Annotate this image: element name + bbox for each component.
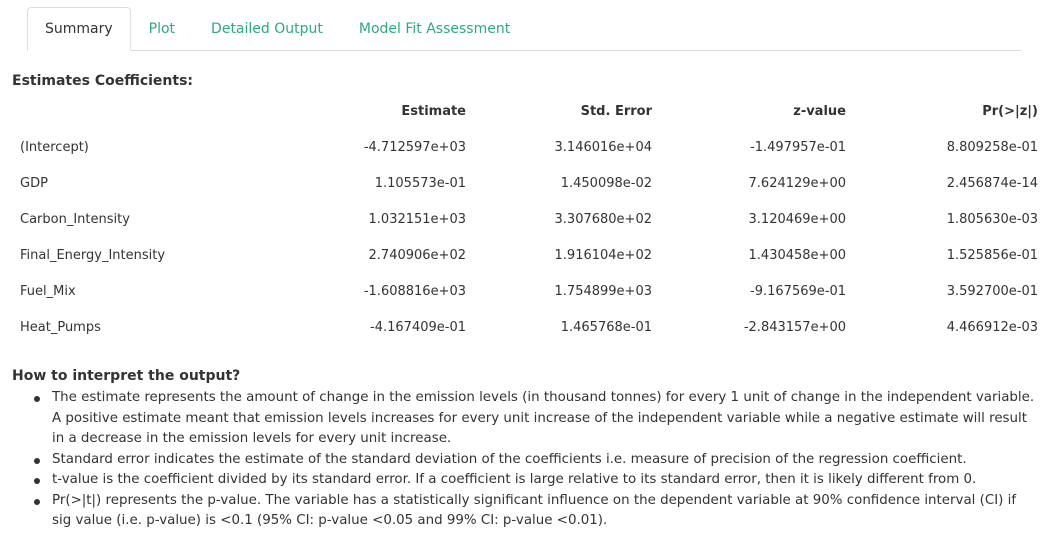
cell-p-value: 8.809258e-01	[946, 139, 1038, 155]
list-item-text: Standard error indicates the estimate of…	[52, 451, 967, 467]
cell-std-error: 1.450098e-02	[560, 175, 652, 191]
cell-z-value: -2.843157e+00	[743, 319, 846, 335]
interpretation-title: How to interpret the output?	[12, 368, 241, 384]
cell-z-value: 3.120469e+00	[748, 211, 846, 227]
cell-p-value: 1.525856e-01	[946, 247, 1038, 263]
list-item-text: Pr(>|t|) represents the p-value. The var…	[52, 492, 1017, 529]
table-row: Fuel_Mix -1.608816e+03 1.754899e+03 -9.1…	[12, 273, 1038, 309]
row-label: Carbon_Intensity	[20, 211, 130, 227]
list-item: Pr(>|t|) represents the p-value. The var…	[34, 491, 1039, 532]
list-item: Standard error indicates the estimate of…	[34, 450, 1039, 471]
tab-bar: Summary Plot Detailed Output Model Fit A…	[27, 7, 1021, 51]
column-header-rowname	[12, 93, 208, 129]
cell-p-value: 4.466912e-03	[946, 319, 1038, 335]
cell-estimate: -1.608816e+03	[363, 283, 466, 299]
cell-std-error: 1.916104e+02	[554, 247, 652, 263]
row-label: Heat_Pumps	[20, 319, 101, 335]
table-row: Final_Energy_Intensity 2.740906e+02 1.91…	[12, 237, 1038, 273]
list-item: t-value is the coefficient divided by it…	[34, 470, 1039, 491]
cell-std-error: 3.307680e+02	[554, 211, 652, 227]
tab-plot[interactable]: Plot	[148, 21, 176, 37]
coefficients-table: Estimate Std. Error z-value Pr(>|z|) (In…	[12, 93, 1038, 345]
cell-std-error: 1.465768e-01	[560, 319, 652, 335]
cell-std-error: 1.754899e+03	[554, 283, 652, 299]
column-header-z-value: z-value	[793, 103, 846, 119]
cell-estimate: -4.712597e+03	[363, 139, 466, 155]
list-item-text: The estimate represents the amount of ch…	[52, 390, 1035, 446]
interpretation-list: The estimate represents the amount of ch…	[34, 388, 1039, 532]
row-label: Final_Energy_Intensity	[20, 247, 166, 263]
row-label: Fuel_Mix	[20, 283, 76, 299]
bullet-icon	[34, 396, 40, 402]
table-header-row: Estimate Std. Error z-value Pr(>|z|)	[12, 93, 1038, 129]
bullet-icon	[34, 498, 40, 505]
bullet-icon	[34, 478, 40, 484]
list-item: The estimate represents the amount of ch…	[34, 388, 1039, 450]
cell-z-value: -1.497957e-01	[750, 139, 846, 155]
cell-std-error: 3.146016e+04	[554, 139, 652, 155]
cell-z-value: -9.167569e-01	[750, 283, 846, 299]
table-row: GDP 1.105573e-01 1.450098e-02 7.624129e+…	[12, 165, 1038, 201]
cell-estimate: -4.167409e-01	[370, 319, 466, 335]
list-item-text: t-value is the coefficient divided by it…	[52, 472, 977, 487]
cell-z-value: 7.624129e+00	[748, 175, 846, 191]
cell-z-value: 1.430458e+00	[748, 247, 846, 263]
table-row: Heat_Pumps -4.167409e-01 1.465768e-01 -2…	[12, 309, 1038, 345]
section-title: Estimates Coefficients:	[12, 73, 194, 89]
cell-estimate: 1.032151e+03	[368, 211, 466, 227]
cell-estimate: 1.105573e-01	[374, 175, 466, 191]
cell-p-value: 2.456874e-14	[946, 175, 1038, 191]
table-row: Carbon_Intensity 1.032151e+03 3.307680e+…	[12, 201, 1038, 237]
tab-summary[interactable]: Summary	[27, 7, 131, 51]
tab-model-fit-assessment[interactable]: Model Fit Assessment	[358, 21, 511, 37]
tab-detailed-output[interactable]: Detailed Output	[211, 21, 323, 37]
cell-p-value: 3.592700e-01	[946, 283, 1038, 299]
column-header-std-error: Std. Error	[580, 103, 652, 119]
cell-p-value: 1.805630e-03	[946, 211, 1038, 227]
row-label: GDP	[20, 175, 48, 191]
row-label: (Intercept)	[20, 139, 89, 155]
cell-estimate: 2.740906e+02	[368, 247, 466, 263]
bullet-icon	[34, 457, 40, 464]
column-header-estimate: Estimate	[401, 103, 466, 119]
table-row: (Intercept) -4.712597e+03 3.146016e+04 -…	[12, 129, 1038, 165]
column-header-p-value: Pr(>|z|)	[982, 103, 1038, 119]
